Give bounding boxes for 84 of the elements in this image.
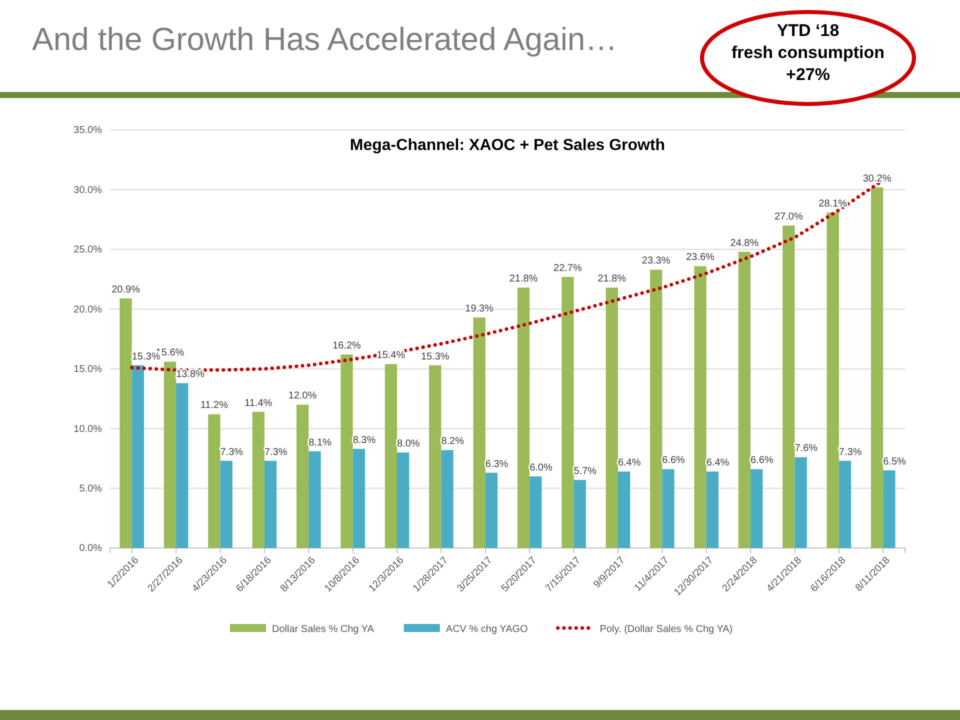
y-tick-label: 20.0% [74,304,102,316]
bar [485,472,498,548]
data-label: 11.4% [244,398,272,409]
data-label: 6.5% [883,456,906,468]
data-label: 21.8% [598,274,626,285]
data-label: 20.9% [112,284,140,296]
bar [252,412,264,548]
data-label: 5.7% [574,466,597,477]
bar [473,318,486,548]
bar [352,448,365,548]
bar [340,354,353,548]
data-label: 23.6% [686,252,715,264]
data-label: 30.2% [862,173,892,184]
data-label: 19.3% [465,304,494,315]
data-label: 6.6% [750,455,774,466]
bar [794,457,807,548]
y-tick-label: 5.0% [79,483,102,494]
data-label: 7.6% [794,443,818,454]
data-label: 6.6% [662,455,686,466]
data-label: 7.3% [838,446,862,458]
data-label: 6.0% [530,462,552,474]
data-label: 12.0% [288,390,317,402]
bar [782,226,795,548]
bar [694,266,706,548]
bar [164,362,176,548]
bar [397,452,410,548]
bar [176,383,188,548]
bar [574,480,586,548]
data-label: 8.2% [441,436,464,448]
bar [738,252,751,548]
bar [530,476,542,548]
bar [384,364,398,548]
chart-title: And the Growth Has Accelerated Again… [32,21,618,57]
data-label: 15.3% [420,351,450,362]
bar [264,460,277,548]
y-tick-label: 10.0% [74,424,102,435]
legend-label: Poly. (Dollar Sales % Chg YA) [600,624,733,635]
data-label: 22.7% [554,262,582,274]
data-label: 23.3% [642,256,670,267]
bar [517,288,530,548]
bar [308,451,321,548]
bar [606,288,618,548]
data-label: 8.1% [308,437,332,448]
legend-label: Dollar Sales % Chg YA [272,624,374,635]
data-label: 7.3% [220,446,244,458]
y-tick-label: 25.0% [74,244,102,256]
bar [706,472,719,548]
data-label: 16.2% [332,340,362,352]
bar [120,298,132,548]
data-label: 7.3% [264,446,288,458]
bar [562,276,574,548]
bar [662,469,674,548]
bar [441,450,454,548]
text: YTD ‘18 fresh consumption +27% [731,21,885,84]
bar [883,470,896,548]
y-tick-label: 30.0% [74,184,102,196]
data-label: 24.8% [730,238,759,249]
legend-label: ACV % chg YAGO [446,624,528,635]
bar [220,460,232,548]
data-label: 15.4% [376,350,406,362]
data-label: 6.4% [706,458,730,469]
y-tick-label: 0.0% [79,543,102,554]
bar [826,212,839,548]
data-label: 6.3% [485,458,508,470]
data-label: 27.0% [774,212,803,223]
data-label: 13.8% [176,369,205,380]
bar [208,414,220,548]
data-label: 21.8% [509,274,538,285]
y-tick-label: 35.0% [74,125,102,136]
data-label: 6.4% [618,458,641,469]
data-label: 11.2% [200,400,228,412]
bar [296,404,309,548]
bar [618,472,630,548]
data-label: 8.3% [352,434,376,446]
bar [132,365,144,548]
bar [838,460,852,548]
chart-subtitle: Mega-Channel: XAOC + Pet Sales Growth [350,137,666,154]
bar [750,469,763,548]
bar [429,365,442,548]
bar [650,270,662,548]
y-tick-label: 15.0% [74,364,102,376]
data-label: 8.0% [397,438,420,450]
bar [870,187,884,548]
data-label: 28.1% [818,198,848,210]
